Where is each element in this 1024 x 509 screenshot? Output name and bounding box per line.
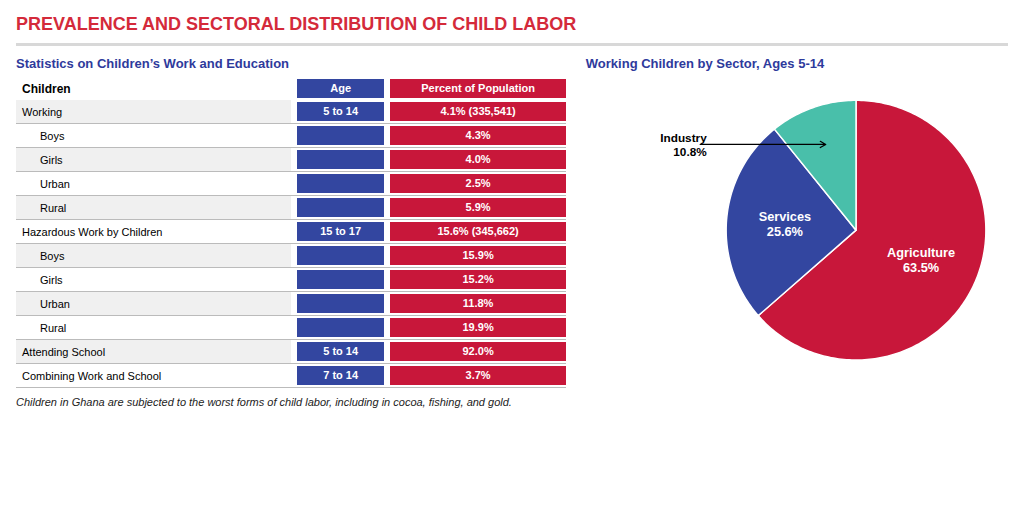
html-text:15.2%: 15.2% [462, 273, 494, 285]
html-text:Working: Working [22, 105, 63, 118]
html-text:92.0%: 92.0% [462, 345, 494, 357]
html-text:Working Children by Sector, Ag: Working Children by Sector, Ages 5-14 [585, 56, 825, 71]
html-text:Boys: Boys [40, 129, 65, 142]
html-text:15.9%: 15.9% [462, 249, 494, 261]
html-text:Urban: Urban [40, 177, 70, 190]
svg-text:Industry10.8%: Industry10.8% [660, 131, 707, 158]
html-text:Girls: Girls [40, 273, 63, 286]
html-text:4.0%: 4.0% [465, 153, 491, 165]
html-text:Children in Ghana are subjecte: Children in Ghana are subjected to the w… [16, 396, 512, 408]
html-text:PREVALENCE AND SECTORAL DISTRI: PREVALENCE AND SECTORAL DISTRIBUTION OF … [16, 14, 577, 34]
html-text:Urban: Urban [40, 297, 70, 310]
html-text:Statistics on Children’s Work: Statistics on Children’s Work and Educat… [16, 56, 289, 71]
html-text:Rural: Rural [40, 321, 67, 334]
svg-text:Services25.6%: Services25.6% [758, 209, 810, 239]
html-text:4.1% (335,541): 4.1% (335,541) [440, 105, 516, 117]
html-text:Hazardous Work by Children: Hazardous Work by Children [22, 225, 163, 238]
html-text:Combining Work and School: Combining Work and School [22, 369, 162, 382]
html-text:19.9%: 19.9% [462, 321, 494, 333]
html-text:7 to 14: 7 to 14 [323, 369, 359, 381]
html-text:5 to 14: 5 to 14 [323, 105, 359, 117]
html-text:5.9%: 5.9% [465, 201, 491, 213]
html-text:4.3%: 4.3% [465, 129, 491, 141]
html-text:5 to 14: 5 to 14 [323, 345, 359, 357]
html-text:Boys: Boys [40, 249, 65, 262]
html-text:Age: Age [330, 82, 351, 94]
html-text:15 to 17: 15 to 17 [320, 225, 362, 237]
html-text:3.7%: 3.7% [465, 369, 491, 381]
html-text:Percent of Population: Percent of Population [421, 82, 535, 94]
html-text:Girls: Girls [40, 153, 63, 166]
html-text:Attending School: Attending School [22, 345, 106, 358]
html-text:2.5%: 2.5% [465, 177, 491, 189]
html-text:Rural: Rural [40, 201, 67, 214]
html-text:15.6% (345,662): 15.6% (345,662) [437, 225, 519, 237]
svg-text:Agriculture63.5%: Agriculture63.5% [887, 245, 955, 275]
html-text:11.8%: 11.8% [462, 297, 494, 309]
html-text:Children: Children [22, 81, 71, 96]
